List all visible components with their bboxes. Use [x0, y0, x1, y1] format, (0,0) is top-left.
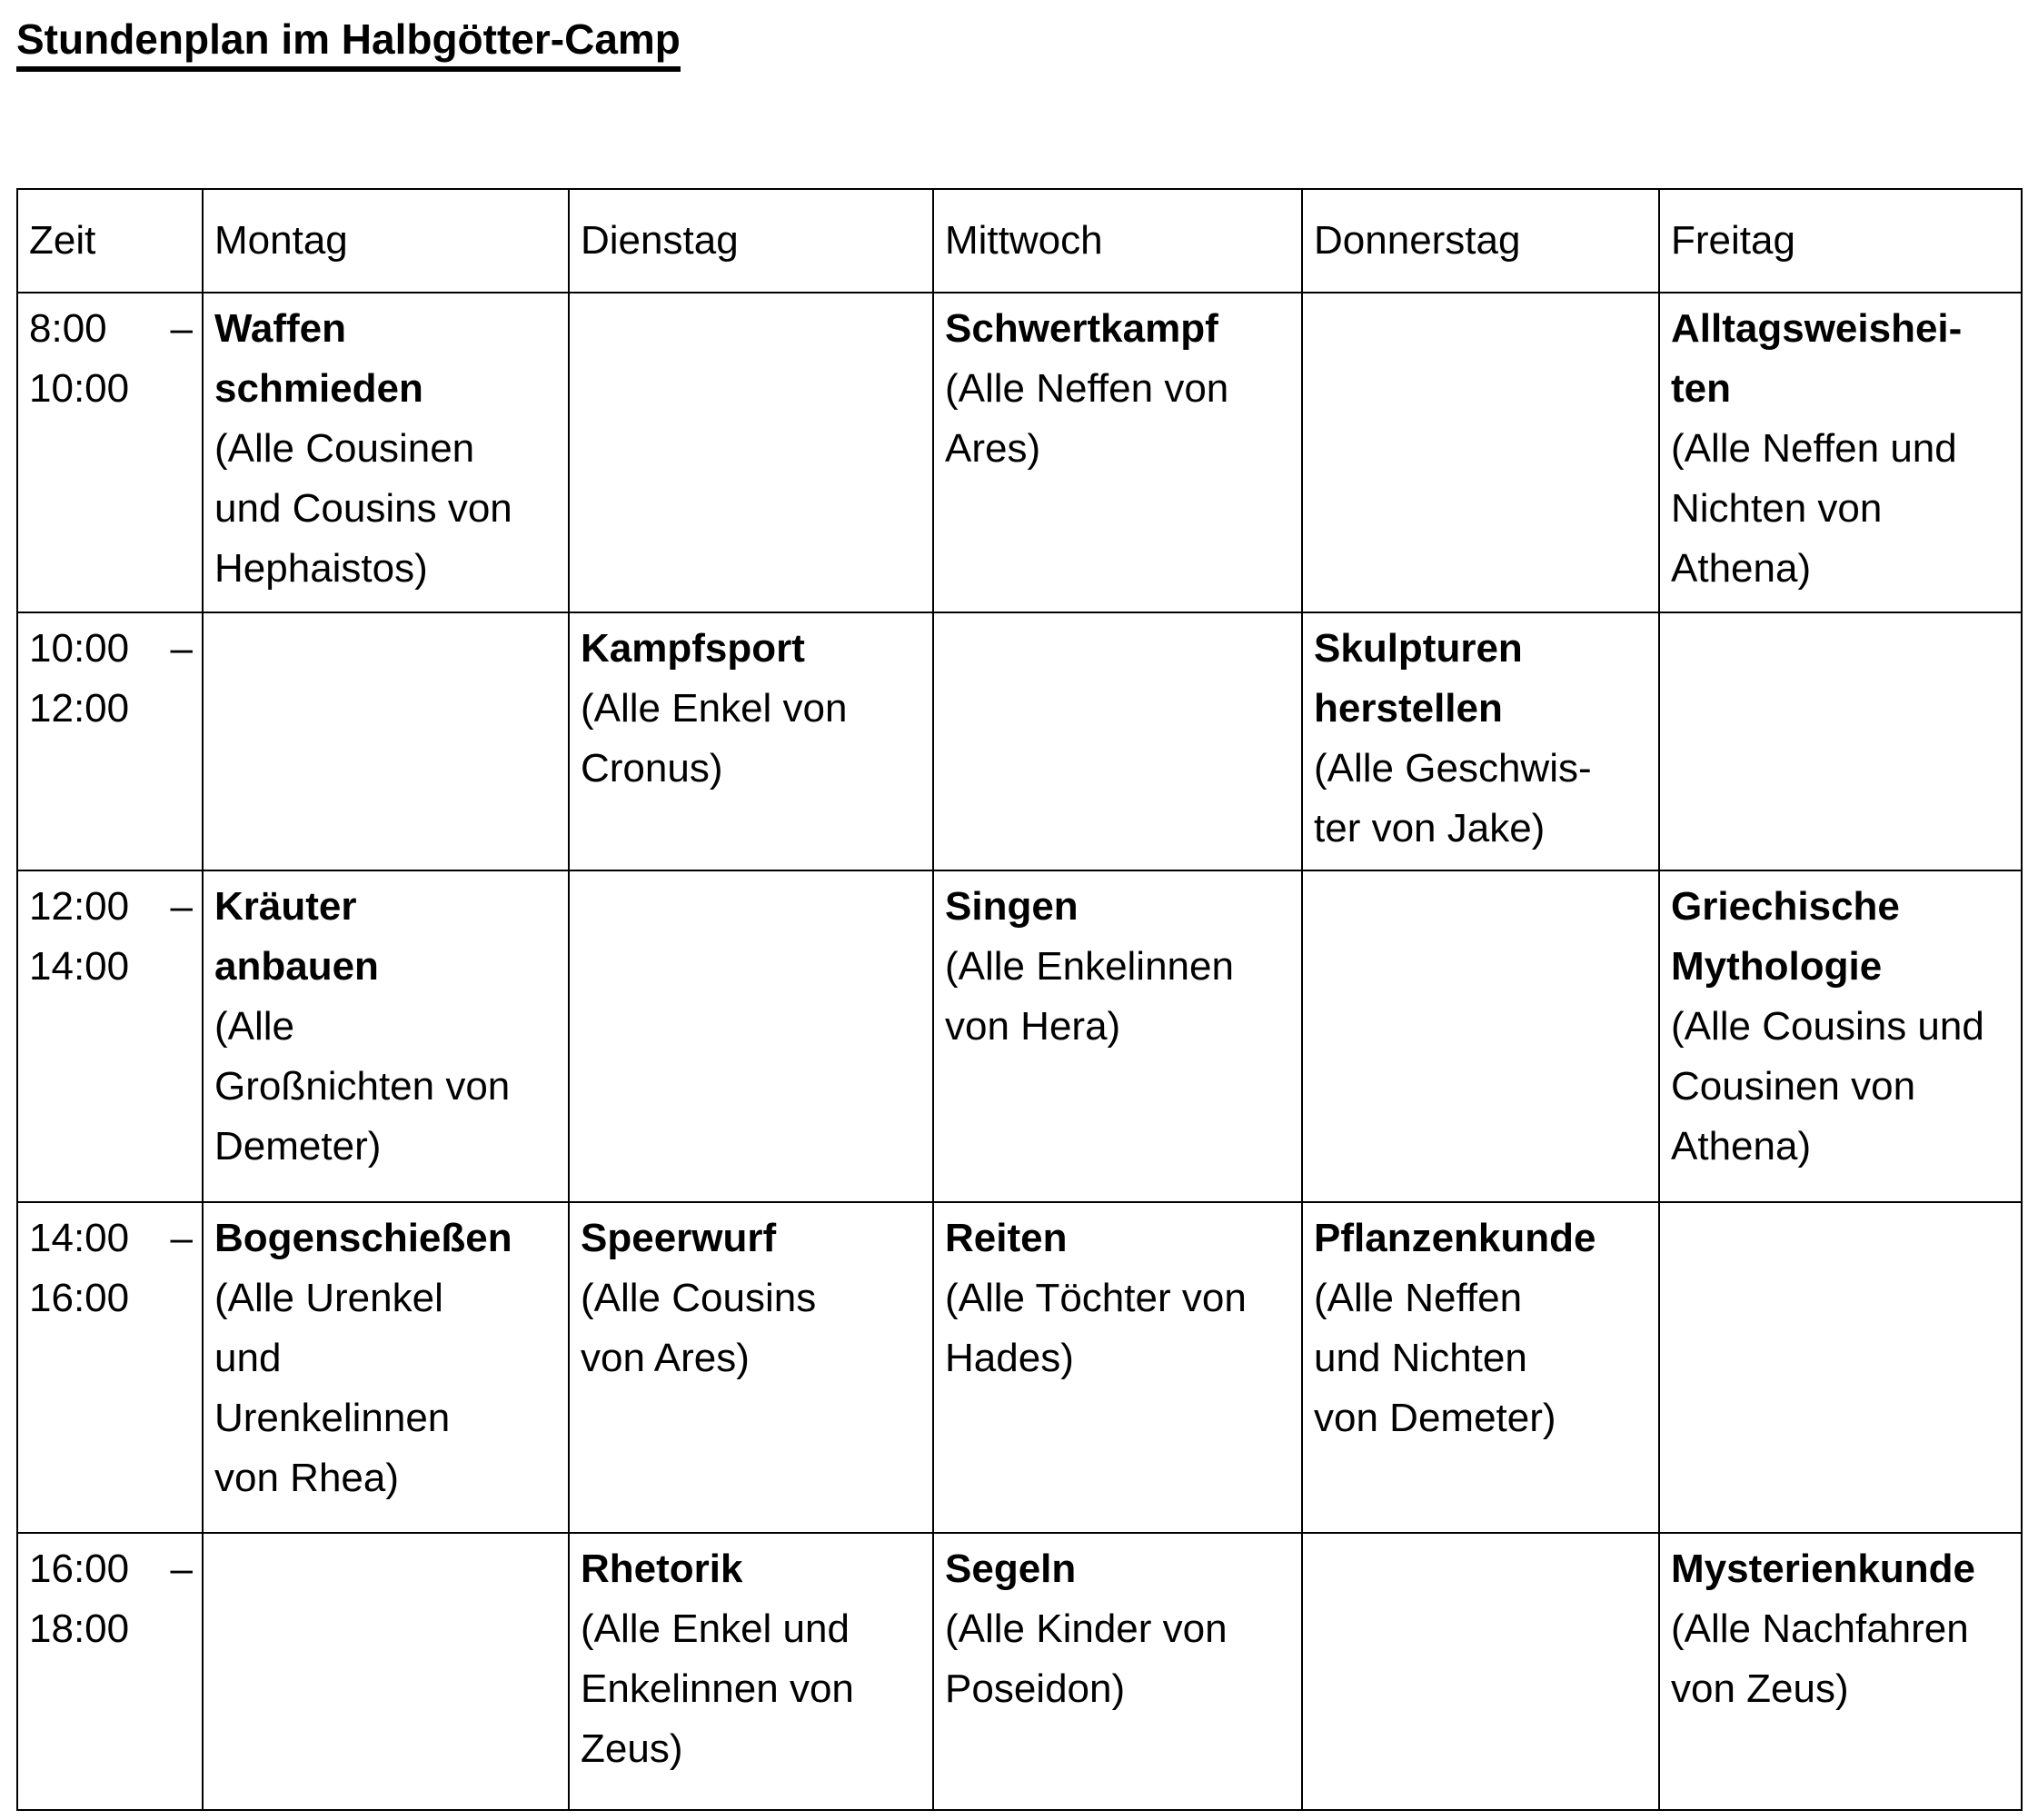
activity-note: (Alle Kinder von Poseidon)	[945, 1606, 1228, 1711]
col-header-dienstag: Dienstag	[568, 187, 934, 293]
page-title: Stundenplan im Halbgötter-Camp	[16, 16, 681, 72]
activity-title: Reiten	[945, 1215, 1068, 1260]
time-start: 12:00	[29, 883, 130, 929]
time-end: 18:00	[29, 1606, 130, 1651]
activity-title: Waffen schmieden	[214, 305, 423, 411]
time-dash: –	[170, 625, 193, 671]
activity-title: Mysterienkunde	[1671, 1546, 1975, 1591]
time-end: 16:00	[29, 1275, 130, 1320]
time-range-line: 14:00–	[29, 1208, 193, 1268]
activity-cell-empty	[1658, 611, 2023, 871]
activity-title: Kampfsport	[581, 625, 805, 671]
activity-note: (Alle Neffen und Nichten von Demeter)	[1314, 1275, 1556, 1440]
activity-cell: Bogenschießen (Alle Urenkel und Urenkelin…	[202, 1200, 570, 1534]
time-range-line: 8:00 –	[29, 299, 193, 359]
time-range-line: 16:00–	[29, 1539, 193, 1599]
activity-note: (Alle Enkel und Enkelinnen von Zeus)	[581, 1606, 854, 1771]
activity-title: Alltagsweishei- ten	[1671, 305, 1963, 411]
time-dash: –	[170, 1546, 193, 1591]
activity-cell-empty	[1301, 869, 1660, 1203]
activity-cell-empty	[1301, 1531, 1660, 1811]
col-header-zeit: Zeit	[16, 187, 204, 293]
time-start: 10:00	[29, 625, 130, 671]
activity-cell-empty	[568, 291, 934, 613]
col-header-freitag: Freitag	[1658, 187, 2023, 293]
time-start: 16:00	[29, 1546, 130, 1591]
activity-cell: Segeln (Alle Kinder von Poseidon)	[932, 1531, 1303, 1811]
activity-note: (Alle Enkelinnen von Hera)	[945, 943, 1234, 1049]
activity-cell: Rhetorik (Alle Enkel und Enkelinnen von Z…	[568, 1531, 934, 1811]
timetable: Zeit Montag Dienstag Mittwoch Donnerstag…	[16, 187, 2023, 1811]
activity-cell: Schwertkampf (Alle Neffen von Ares)	[932, 291, 1303, 613]
activity-cell-empty	[202, 1531, 570, 1811]
activity-cell-empty	[568, 869, 934, 1203]
table-row: 16:00–18:00 Rhetorik (Alle Enkel und Enkel…	[16, 1531, 2023, 1811]
time-range-line: 12:00–	[29, 877, 193, 937]
activity-note: (Alle Cousins und Cousinen von Athena)	[1671, 1003, 1984, 1169]
activity-cell: Pflanzenkunde (Alle Neffen und Nichten vo…	[1301, 1200, 1660, 1534]
time-end: 10:00	[29, 365, 130, 411]
activity-cell: Griechische Mythologie (Alle Cousins und …	[1658, 869, 2023, 1203]
activity-title: Bogenschießen	[214, 1215, 512, 1260]
activity-note: (Alle Geschwis- ter von Jake)	[1314, 745, 1592, 850]
time-cell: 10:00–12:00	[16, 611, 204, 871]
activity-note: (Alle Cousins von Ares)	[581, 1275, 817, 1380]
col-header-mittwoch: Mittwoch	[932, 187, 1303, 293]
col-header-montag: Montag	[202, 187, 570, 293]
activity-cell: Skulpturen herstellen (Alle Geschwis- ter…	[1301, 611, 1660, 871]
time-start: 14:00	[29, 1215, 130, 1260]
table-row: 10:00–12:00 Kampfsport (Alle Enkel von Cro…	[16, 611, 2023, 871]
activity-cell-empty	[1658, 1200, 2023, 1534]
activity-note: (Alle Großnichten von Demeter)	[214, 1003, 511, 1169]
activity-note: (Alle Cousinen und Cousins von Hephaisto…	[214, 425, 512, 591]
activity-title: Singen	[945, 883, 1079, 929]
activity-cell-empty	[1301, 291, 1660, 613]
activity-title: Segeln	[945, 1546, 1077, 1591]
activity-title: Kräuter anbauen	[214, 883, 379, 989]
activity-note: (Alle Urenkel und Urenkelinnen von Rhea)	[214, 1275, 451, 1500]
time-cell: 8:00 –10:00	[16, 291, 204, 613]
activity-cell-empty	[932, 611, 1303, 871]
activity-cell-empty	[202, 611, 570, 871]
table-row: 8:00 –10:00 Waffen schmieden (Alle Cousinen…	[16, 291, 2023, 613]
col-header-donnerstag: Donnerstag	[1301, 187, 1660, 293]
time-dash: –	[170, 305, 193, 351]
header-row: Zeit Montag Dienstag Mittwoch Donnerstag…	[16, 187, 2023, 293]
activity-note: (Alle Neffen von Ares)	[945, 365, 1229, 471]
time-cell: 12:00–14:00	[16, 869, 204, 1203]
activity-note: (Alle Töchter von Hades)	[945, 1275, 1247, 1380]
activity-cell: Reiten (Alle Töchter von Hades)	[932, 1200, 1303, 1534]
activity-note: (Alle Nachfahren von Zeus)	[1671, 1606, 1969, 1711]
activity-title: Pflanzenkunde	[1314, 1215, 1596, 1260]
activity-note: (Alle Enkel von Cronus)	[581, 685, 848, 791]
activity-cell: Mysterienkunde (Alle Nachfahren von Zeus)	[1658, 1531, 2023, 1811]
time-cell: 16:00–18:00	[16, 1531, 204, 1811]
time-range-line: 10:00–	[29, 619, 193, 679]
activity-cell: Kräuter anbauen (Alle Großnichten von Dem…	[202, 869, 570, 1203]
table-row: 14:00–16:00 Bogenschießen (Alle Urenkel un…	[16, 1200, 2023, 1534]
activity-cell: Kampfsport (Alle Enkel von Cronus)	[568, 611, 934, 871]
activity-title: Griechische Mythologie	[1671, 883, 1900, 989]
activity-title: Skulpturen herstellen	[1314, 625, 1523, 731]
time-dash: –	[170, 1215, 193, 1260]
table-row: 12:00–14:00 Kräuter anbauen (Alle Großnich…	[16, 869, 2023, 1203]
activity-cell: Alltagsweishei- ten (Alle Neffen und Nich…	[1658, 291, 2023, 613]
activity-title: Schwertkampf	[945, 305, 1218, 351]
time-end: 14:00	[29, 943, 130, 989]
time-cell: 14:00–16:00	[16, 1200, 204, 1534]
activity-cell: Waffen schmieden (Alle Cousinen und Cousi…	[202, 291, 570, 613]
time-end: 12:00	[29, 685, 130, 731]
time-dash: –	[170, 883, 193, 929]
timetable-body: 8:00–10:00 Waffen schmieden (Alle Cousinen…	[16, 291, 2023, 1811]
activity-cell: Speerwurf (Alle Cousins von Ares)	[568, 1200, 934, 1534]
activity-cell: Singen (Alle Enkelinnen von Hera)	[932, 869, 1303, 1203]
activity-note: (Alle Neffen und Nichten von Athena)	[1671, 425, 1957, 591]
activity-title: Rhetorik	[581, 1546, 743, 1591]
time-start: 8:00	[29, 305, 107, 351]
activity-title: Speerwurf	[581, 1215, 777, 1260]
